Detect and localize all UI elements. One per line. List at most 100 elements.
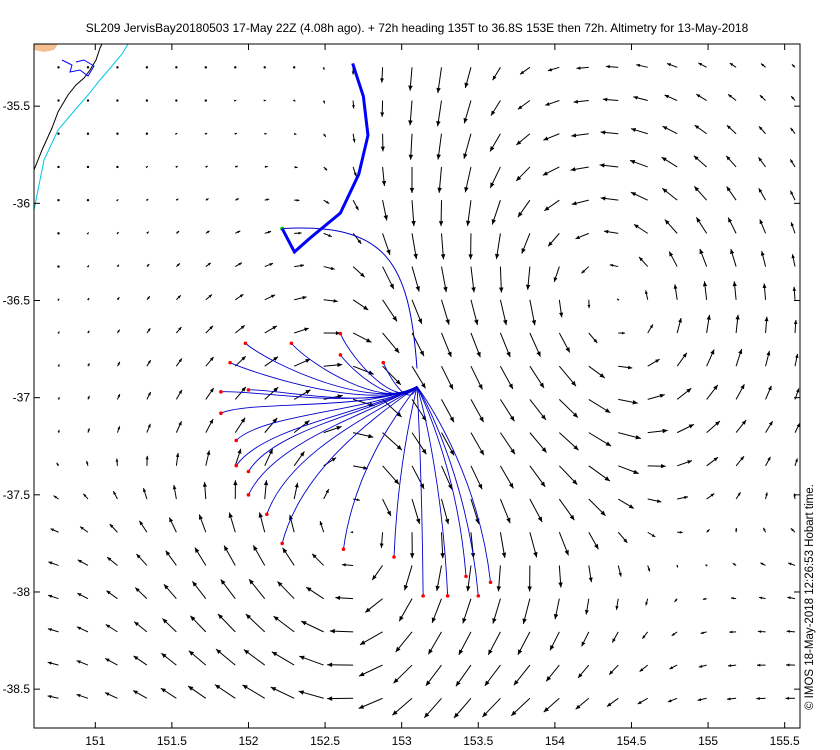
current-arrow [762, 527, 767, 533]
current-arrow [411, 365, 426, 389]
projection-path [235, 386, 418, 441]
current-arrow [403, 565, 413, 591]
current-arrow [382, 365, 402, 386]
current-arrow [87, 330, 90, 334]
current-arrow [516, 133, 531, 146]
current-arrow [116, 99, 119, 102]
current-arrow [637, 697, 648, 705]
current-arrow [671, 631, 678, 637]
current-arrow [662, 125, 678, 135]
current-arrow [79, 526, 89, 533]
current-arrow [605, 64, 619, 69]
current-arrow [411, 299, 423, 325]
current-arrow [243, 649, 266, 666]
current-arrow [277, 581, 295, 600]
current-arrow [205, 418, 214, 433]
current-arrow [735, 527, 738, 533]
current-arrow [633, 223, 648, 234]
current-arrow [441, 498, 450, 525]
current-arrow [487, 631, 501, 656]
current-arrow [436, 133, 442, 160]
current-arrow [146, 295, 151, 301]
land-patch [34, 44, 58, 52]
current-arrow [198, 514, 207, 533]
current-arrow [794, 458, 798, 466]
current-arrow [553, 266, 560, 283]
current-arrow [436, 100, 442, 127]
current-arrow [352, 266, 366, 278]
current-arrow [112, 490, 118, 500]
current-arrow [759, 94, 766, 101]
current-arrow [758, 596, 766, 600]
current-arrow [794, 423, 801, 433]
current-arrow [647, 428, 668, 434]
current-arrow [647, 324, 654, 334]
current-arrow [188, 650, 207, 666]
current-arrow [172, 484, 177, 500]
current-arrow [176, 263, 181, 267]
current-arrow [441, 465, 453, 490]
y-tick-label: -38 [13, 585, 31, 599]
imos-credit: © IMOS 18-May-2018 12:26:53 Hobart time. [804, 484, 816, 710]
current-arrow [86, 165, 90, 169]
current-arrow [638, 256, 649, 267]
projection-endpoint [421, 594, 425, 598]
current-arrow [463, 133, 472, 159]
projection-endpoint [341, 547, 346, 552]
current-arrow [576, 66, 589, 70]
current-arrow [435, 565, 442, 592]
projection-endpoint [338, 331, 343, 336]
current-arrow [235, 230, 241, 234]
current-arrow [86, 198, 90, 202]
current-arrow [577, 664, 590, 679]
current-arrow [358, 697, 383, 709]
current-arrow [214, 684, 236, 699]
axis-ticks: 151 151.5 152 152.5 153 153.5 154 154.5 155 155.5… [3, 44, 800, 748]
current-arrow [252, 545, 266, 566]
current-arrow [293, 482, 299, 500]
current-arrow [618, 398, 638, 405]
current-arrow [409, 532, 415, 559]
current-arrow [205, 165, 208, 168]
current-arrow [529, 299, 537, 326]
current-arrow [322, 100, 326, 104]
current-arrow [600, 130, 619, 135]
current-arrow [298, 690, 324, 699]
current-arrow [470, 432, 485, 456]
current-arrow [323, 425, 342, 434]
current-arrow [292, 66, 296, 69]
current-arrow [57, 364, 60, 367]
x-tick-label: 154 [545, 734, 565, 748]
current-arrow [273, 615, 295, 633]
current-arrow [633, 95, 648, 102]
current-arrow [352, 332, 372, 343]
current-arrow [175, 452, 180, 466]
current-arrow [558, 332, 571, 353]
current-arrow [699, 248, 708, 267]
projection-path [416, 386, 491, 583]
current-arrow [319, 520, 325, 533]
current-arrow [758, 125, 766, 135]
current-arrow [86, 265, 90, 268]
y-tick-label: -35.5 [3, 99, 31, 113]
current-arrow [382, 332, 400, 354]
projection-path [266, 386, 418, 515]
current-arrow [517, 631, 531, 655]
current-arrow [470, 399, 485, 423]
projection-endpoint [234, 438, 239, 443]
current-arrow [647, 498, 662, 503]
current-arrow [630, 127, 648, 135]
current-arrow [57, 265, 60, 268]
current-arrow [106, 590, 118, 600]
current-arrow [57, 198, 60, 202]
current-arrow [408, 100, 413, 126]
current-arrow [529, 399, 547, 421]
current-arrow [116, 165, 119, 169]
current-arrow [264, 325, 278, 334]
current-arrow [146, 263, 150, 267]
x-tick-label: 155 [698, 734, 718, 748]
current-arrow [599, 163, 619, 168]
current-arrow [270, 686, 295, 699]
current-arrow [666, 63, 678, 68]
current-arrow [234, 355, 247, 367]
